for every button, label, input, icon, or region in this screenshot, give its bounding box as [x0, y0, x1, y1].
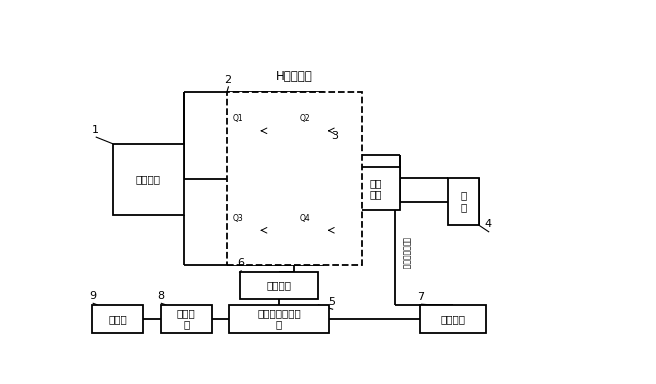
Text: 4: 4 [485, 219, 492, 229]
Text: 1: 1 [92, 125, 99, 135]
Text: 驱动单元: 驱动单元 [266, 281, 291, 291]
Text: 7: 7 [417, 292, 424, 302]
Text: 9: 9 [89, 291, 96, 301]
Text: 6: 6 [237, 258, 244, 268]
Text: Q4: Q4 [300, 214, 310, 223]
FancyBboxPatch shape [227, 92, 361, 265]
Text: 多元混合控制单
元: 多元混合控制单 元 [257, 308, 301, 329]
Text: 3: 3 [331, 131, 338, 141]
Text: 整形
电路: 整形 电路 [369, 178, 382, 200]
FancyBboxPatch shape [448, 178, 479, 225]
Text: 上位机: 上位机 [108, 314, 127, 324]
Text: 通讯接
口: 通讯接 口 [177, 308, 195, 329]
FancyBboxPatch shape [352, 167, 400, 210]
FancyBboxPatch shape [113, 144, 184, 215]
Text: 电流及电压反馈: 电流及电压反馈 [401, 237, 410, 270]
Text: Q1: Q1 [232, 114, 243, 123]
FancyBboxPatch shape [230, 305, 329, 333]
Text: 8: 8 [157, 291, 165, 301]
FancyBboxPatch shape [161, 305, 212, 333]
Text: 直流电源: 直流电源 [136, 174, 161, 184]
Text: 负
载: 负 载 [460, 190, 466, 212]
Text: Q2: Q2 [300, 114, 310, 123]
Text: 2: 2 [224, 74, 232, 84]
FancyBboxPatch shape [92, 305, 143, 333]
Text: 反馈单元: 反馈单元 [441, 314, 466, 324]
Text: 5: 5 [329, 297, 336, 307]
FancyBboxPatch shape [420, 305, 486, 333]
FancyBboxPatch shape [239, 272, 318, 299]
Text: H桥式电路: H桥式电路 [276, 70, 313, 83]
Text: Q3: Q3 [232, 214, 243, 223]
